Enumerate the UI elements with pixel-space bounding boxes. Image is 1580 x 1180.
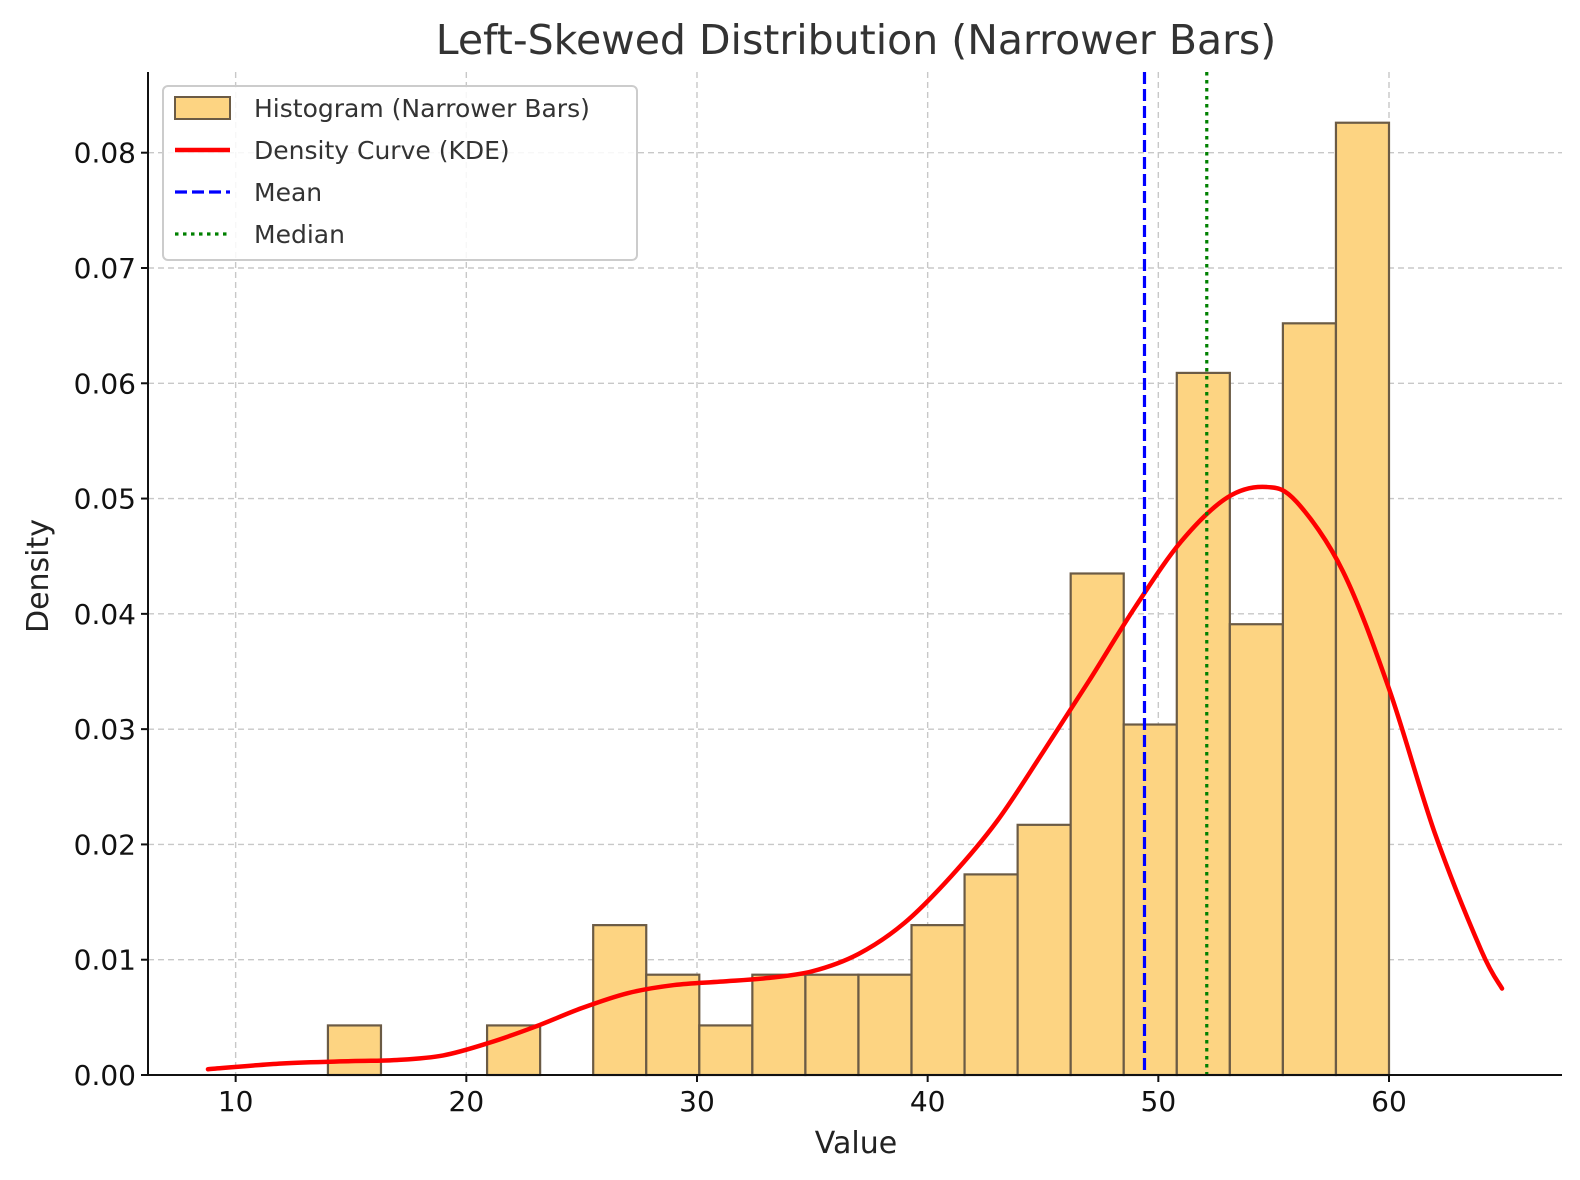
- legend-frame: [162, 85, 638, 261]
- chart-title: Left-Skewed Distribution (Narrower Bars): [436, 16, 1277, 64]
- legend-histogram-label: Histogram (Narrower Bars): [254, 94, 590, 123]
- legend-kde-label: Density Curve (KDE): [254, 136, 510, 165]
- histogram-bar: [751, 973, 807, 1077]
- histogram-bars: [326, 121, 1391, 1077]
- x-axis-label: Value: [815, 1126, 897, 1161]
- histogram-bar: [804, 973, 860, 1077]
- histogram-bar: [645, 973, 701, 1077]
- x-axis-ticks: 10 20 30 40 50 60: [218, 1075, 1407, 1118]
- legend-median-label: Median: [254, 220, 345, 249]
- y-tick-label: 0.08: [74, 137, 136, 170]
- histogram-bar: [698, 1024, 754, 1077]
- histogram-bar: [326, 1024, 383, 1077]
- legend: Histogram (Narrower Bars) Density Curve …: [162, 85, 638, 261]
- legend-mean-label: Mean: [254, 178, 322, 207]
- histogram-bar: [857, 973, 913, 1077]
- x-tick-label: 60: [1371, 1085, 1407, 1118]
- y-tick-label: 0.01: [74, 944, 136, 977]
- histogram-bar: [1175, 371, 1231, 1077]
- histogram-bar: [1016, 823, 1072, 1077]
- y-tick-label: 0.05: [74, 483, 136, 516]
- y-tick-label: 0.02: [74, 828, 136, 861]
- y-tick-label: 0.07: [74, 252, 136, 285]
- y-tick-label: 0.04: [74, 598, 136, 631]
- histogram-bar: [1228, 623, 1284, 1077]
- y-axis-label: Density: [21, 519, 56, 633]
- x-tick-label: 50: [1141, 1085, 1177, 1118]
- y-tick-label: 0.03: [74, 713, 136, 746]
- y-tick-label: 0.06: [74, 367, 136, 400]
- kde-curve: [205, 484, 1505, 1072]
- x-tick-label: 30: [679, 1085, 715, 1118]
- histogram-bar: [1122, 723, 1178, 1077]
- histogram-bar: [963, 873, 1019, 1077]
- x-tick-label: 20: [449, 1085, 485, 1118]
- x-tick-label: 10: [218, 1085, 254, 1118]
- y-tick-label: 0.00: [74, 1059, 136, 1092]
- legend-histogram-swatch: [174, 96, 231, 120]
- histogram-bar: [1334, 121, 1391, 1077]
- histogram-bar: [910, 924, 966, 1077]
- x-tick-label: 40: [910, 1085, 946, 1118]
- histogram-bar: [1069, 572, 1125, 1077]
- y-axis-ticks: 0.00 0.01 0.02 0.03 0.04 0.05 0.06 0.07 0.08: [74, 137, 148, 1092]
- axes: [147, 72, 1562, 1076]
- histogram-bar: [1281, 322, 1338, 1077]
